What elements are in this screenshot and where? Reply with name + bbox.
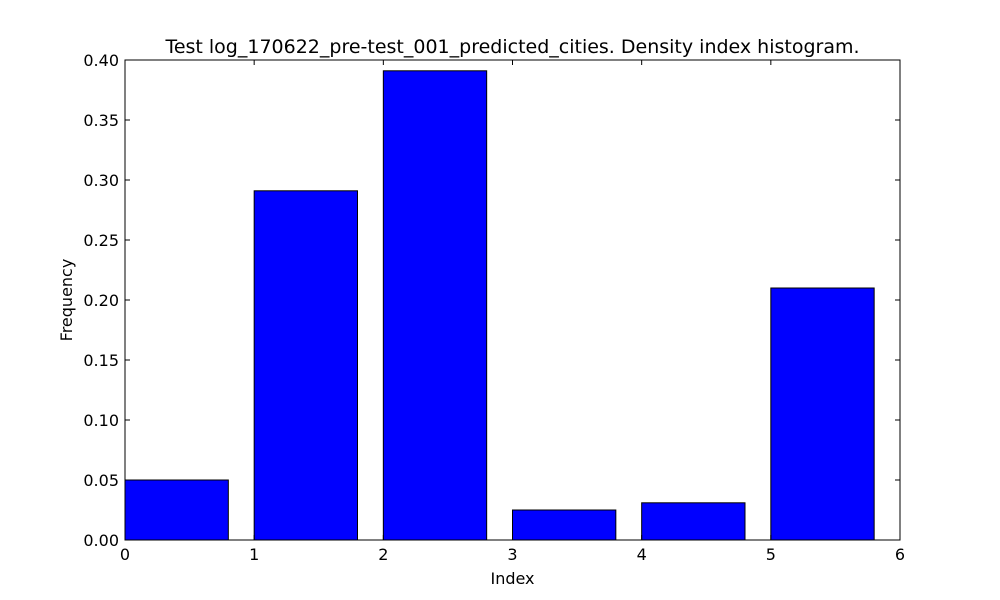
chart-title: Test log_170622_pre-test_001_predicted_c… bbox=[164, 36, 859, 58]
bar-2 bbox=[382, 70, 488, 541]
x-tick-label-5: 5 bbox=[766, 545, 776, 564]
x-tick-label-1: 1 bbox=[249, 545, 259, 564]
bar-4 bbox=[641, 502, 746, 541]
bars-group bbox=[124, 70, 875, 541]
y-tick-label-5: 0.25 bbox=[83, 231, 119, 250]
plot-frame bbox=[124, 59, 901, 541]
bar-3 bbox=[512, 509, 617, 541]
y-tick-label-2: 0.10 bbox=[83, 411, 119, 430]
y-tick-label-4: 0.20 bbox=[83, 291, 119, 310]
bar-0 bbox=[124, 479, 229, 541]
x-tick-label-2: 2 bbox=[378, 545, 388, 564]
x-tick-label-6: 6 bbox=[895, 545, 905, 564]
y-tick-label-1: 0.05 bbox=[83, 471, 119, 490]
bar-1 bbox=[253, 190, 359, 541]
y-tick-label-8: 0.40 bbox=[83, 51, 119, 70]
x-tick-label-0: 0 bbox=[120, 545, 130, 564]
x-tick-label-4: 4 bbox=[637, 545, 647, 564]
ticks-group: 0 1 2 3 4 5 6 0.00 0.05 0.10 0.15 0.20 0.25 0.30 0.35 0… bbox=[83, 51, 905, 564]
y-axis-label: Frequency bbox=[57, 259, 76, 342]
bar-5 bbox=[770, 287, 875, 541]
y-tick-label-0: 0.00 bbox=[83, 531, 119, 550]
y-tick-label-3: 0.15 bbox=[83, 351, 119, 370]
x-axis-label: Index bbox=[490, 569, 534, 588]
x-tick-label-3: 3 bbox=[507, 545, 517, 564]
y-tick-label-6: 0.30 bbox=[83, 171, 119, 190]
y-tick-label-7: 0.35 bbox=[83, 111, 119, 130]
